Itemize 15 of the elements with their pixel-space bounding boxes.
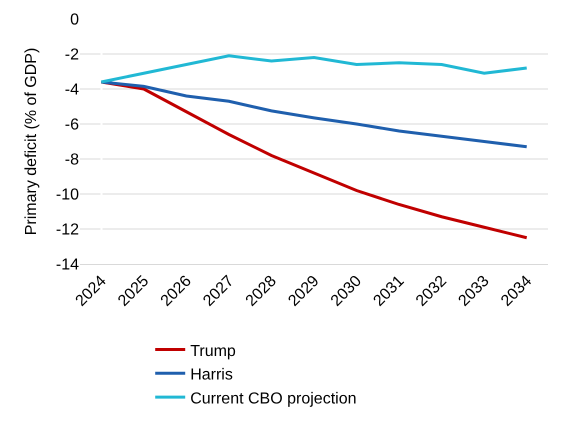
- y-tick-label: -12: [56, 222, 80, 239]
- legend-label: Harris: [190, 366, 233, 384]
- y-axis-title: Primary deficit (% of GDP): [22, 48, 40, 236]
- y-tick-label: -10: [56, 186, 80, 204]
- y-tick-label: -14: [56, 256, 80, 274]
- legend-label: Trump: [190, 342, 236, 360]
- line-series: [100, 54, 528, 84]
- y-tick-label: 0: [70, 12, 80, 29]
- line-series: [100, 80, 528, 240]
- legend-label: Current CBO projection: [190, 390, 356, 408]
- y-tick-label: -8: [64, 152, 80, 169]
- y-tick-label: -4: [64, 82, 80, 99]
- line-series: [100, 80, 528, 148]
- y-tick-label: -6: [64, 116, 80, 134]
- y-tick-label: -2: [64, 46, 80, 64]
